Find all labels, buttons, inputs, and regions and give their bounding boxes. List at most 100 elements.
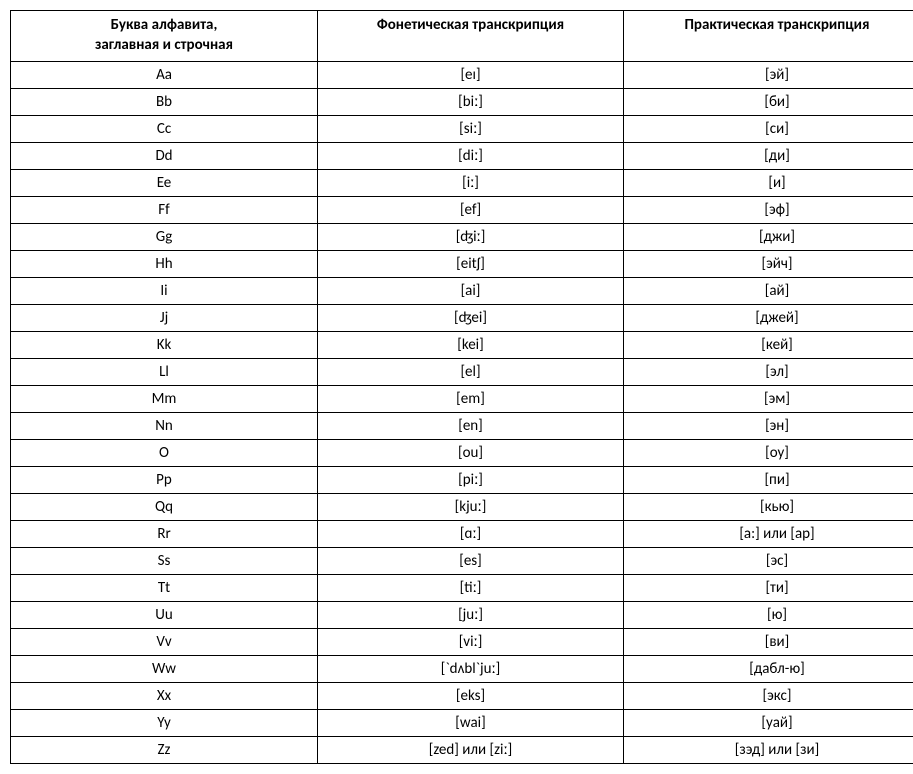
col-header-letter: Буква алфавита,заглавная и строчная: [11, 11, 318, 62]
cell-practical: [эйч]: [624, 251, 913, 278]
cell-letter: Ll: [11, 359, 318, 386]
table-row: Nn[en][эн]: [11, 413, 913, 440]
cell-practical: [ай]: [624, 278, 913, 305]
table-row: Ii[ai][ай]: [11, 278, 913, 305]
table-row: Mm[em][эм]: [11, 386, 913, 413]
cell-practical: [кей]: [624, 332, 913, 359]
cell-letter: Bb: [11, 89, 318, 116]
cell-practical: [зэд] или [зи]: [624, 737, 913, 764]
cell-practical: [ю]: [624, 602, 913, 629]
cell-letter: Uu: [11, 602, 318, 629]
cell-letter: Ss: [11, 548, 318, 575]
cell-phonetic: [es]: [318, 548, 624, 575]
cell-phonetic: [`dʌbl`juː]: [318, 656, 624, 683]
table-row: Ll[el][эл]: [11, 359, 913, 386]
cell-phonetic: [en]: [318, 413, 624, 440]
table-row: Cc[siː][си]: [11, 116, 913, 143]
cell-phonetic: [eitʃ]: [318, 251, 624, 278]
table-row: Zz[zed] или [ziː][зэд] или [зи]: [11, 737, 913, 764]
cell-practical: [джи]: [624, 224, 913, 251]
cell-letter: Pp: [11, 467, 318, 494]
table-row: Pp[piː][пи]: [11, 467, 913, 494]
table-row: Uu[juː][ю]: [11, 602, 913, 629]
table-row: Ee[iː][и]: [11, 170, 913, 197]
table-row: Rr[ɑː][а:] или [ар]: [11, 521, 913, 548]
cell-phonetic: [wai]: [318, 710, 624, 737]
cell-practical: [ти]: [624, 575, 913, 602]
cell-letter: Ii: [11, 278, 318, 305]
cell-phonetic: [tiː]: [318, 575, 624, 602]
cell-letter: Rr: [11, 521, 318, 548]
cell-practical: [дабл-ю]: [624, 656, 913, 683]
cell-practical: [эй]: [624, 62, 913, 89]
cell-phonetic: [eɪ]: [318, 62, 624, 89]
cell-practical: [эл]: [624, 359, 913, 386]
cell-phonetic: [ʤei]: [318, 305, 624, 332]
cell-practical: [эн]: [624, 413, 913, 440]
table-row: Dd[diː][ди]: [11, 143, 913, 170]
cell-letter: Zz: [11, 737, 318, 764]
cell-phonetic: [juː]: [318, 602, 624, 629]
table-row: Ww[`dʌbl`juː][дабл-ю]: [11, 656, 913, 683]
header-row: Буква алфавита,заглавная и строчная Фоне…: [11, 11, 913, 62]
cell-phonetic: [iː]: [318, 170, 624, 197]
cell-phonetic: [piː]: [318, 467, 624, 494]
cell-phonetic: [ɑː]: [318, 521, 624, 548]
cell-letter: Ee: [11, 170, 318, 197]
cell-letter: Vv: [11, 629, 318, 656]
cell-practical: [джей]: [624, 305, 913, 332]
cell-phonetic: [ai]: [318, 278, 624, 305]
cell-letter: O: [11, 440, 318, 467]
table-row: Tt[tiː][ти]: [11, 575, 913, 602]
col-header-letter-line1: Буква алфавита,заглавная и строчная: [95, 16, 233, 54]
cell-practical: [пи]: [624, 467, 913, 494]
cell-practical: [ди]: [624, 143, 913, 170]
table-row: Kk[kei][кей]: [11, 332, 913, 359]
cell-letter: Aa: [11, 62, 318, 89]
cell-phonetic: [diː]: [318, 143, 624, 170]
table-row: Vv[viː][ви]: [11, 629, 913, 656]
cell-practical: [эф]: [624, 197, 913, 224]
table-row: Aa[eɪ][эй]: [11, 62, 913, 89]
cell-letter: Dd: [11, 143, 318, 170]
cell-practical: [эс]: [624, 548, 913, 575]
col-header-phonetic: Фонетическая транскрипция: [318, 11, 624, 62]
cell-letter: Qq: [11, 494, 318, 521]
cell-phonetic: [biː]: [318, 89, 624, 116]
table-row: Bb[biː][би]: [11, 89, 913, 116]
cell-practical: [и]: [624, 170, 913, 197]
cell-practical: [ви]: [624, 629, 913, 656]
table-row: Ss[es][эс]: [11, 548, 913, 575]
cell-phonetic: [kjuː]: [318, 494, 624, 521]
cell-practical: [эм]: [624, 386, 913, 413]
cell-letter: Mm: [11, 386, 318, 413]
cell-practical: [а:] или [ар]: [624, 521, 913, 548]
table-row: Hh[eitʃ][эйч]: [11, 251, 913, 278]
cell-letter: Ww: [11, 656, 318, 683]
cell-letter: Yy: [11, 710, 318, 737]
cell-letter: Tt: [11, 575, 318, 602]
table-row: Xx[eks][экс]: [11, 683, 913, 710]
table-row: Ff[ef][эф]: [11, 197, 913, 224]
cell-phonetic: [siː]: [318, 116, 624, 143]
cell-phonetic: [ʤiː]: [318, 224, 624, 251]
cell-letter: Ff: [11, 197, 318, 224]
cell-practical: [кью]: [624, 494, 913, 521]
cell-phonetic: [kei]: [318, 332, 624, 359]
table-row: Gg[ʤiː][джи]: [11, 224, 913, 251]
cell-phonetic: [el]: [318, 359, 624, 386]
cell-phonetic: [ou]: [318, 440, 624, 467]
table-row: O[ou][оу]: [11, 440, 913, 467]
cell-practical: [оу]: [624, 440, 913, 467]
cell-letter: Gg: [11, 224, 318, 251]
cell-practical: [би]: [624, 89, 913, 116]
cell-letter: Xx: [11, 683, 318, 710]
cell-phonetic: [zed] или [ziː]: [318, 737, 624, 764]
cell-letter: Jj: [11, 305, 318, 332]
table-row: Yy[wai][уай]: [11, 710, 913, 737]
cell-letter: Cc: [11, 116, 318, 143]
cell-practical: [уай]: [624, 710, 913, 737]
cell-practical: [экс]: [624, 683, 913, 710]
cell-letter: Nn: [11, 413, 318, 440]
cell-phonetic: [eks]: [318, 683, 624, 710]
